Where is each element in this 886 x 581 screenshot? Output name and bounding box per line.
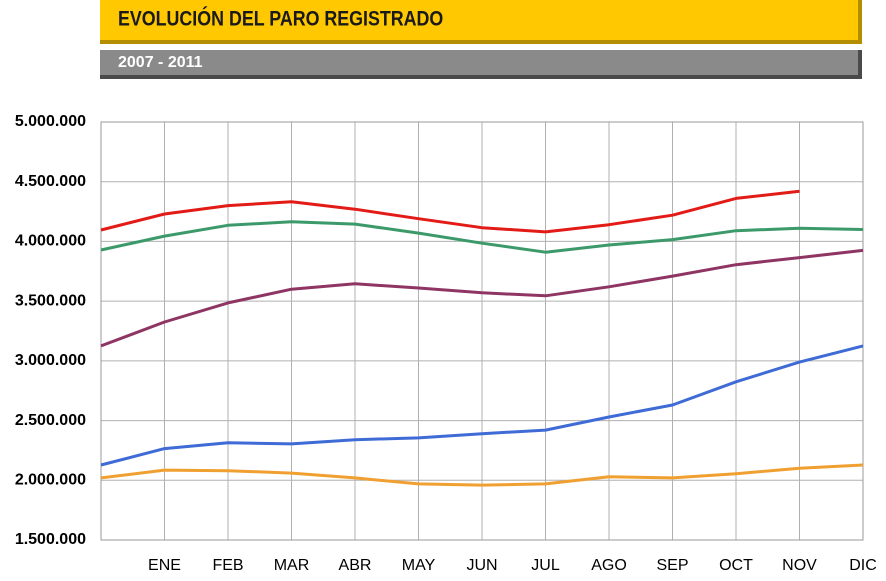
series-line (100, 344, 864, 467)
chart-title: EVOLUCIÓN DEL PARO REGISTRADO (118, 5, 443, 31)
series-line (100, 220, 864, 254)
x-tick-label: MAR (274, 557, 310, 574)
plot-border (100, 121, 864, 541)
y-tick-label: 2.500.000 (15, 412, 86, 429)
x-tick-label: SEP (656, 557, 688, 574)
x-tick-label: FEB (212, 557, 243, 574)
x-tick-label: JUN (466, 557, 497, 574)
title-banner (100, 0, 858, 40)
x-tick-label: ABR (339, 557, 372, 574)
y-tick-label: 4.500.000 (15, 173, 86, 190)
y-tick-label: 2.000.000 (15, 472, 86, 489)
y-tick-label: 3.000.000 (15, 352, 86, 369)
series-line (100, 189, 800, 234)
chart-subtitle: 2007 - 2011 (118, 54, 203, 71)
series-line (100, 463, 864, 487)
subtitle-banner (100, 50, 858, 75)
series-line (100, 248, 864, 348)
y-tick-label: 4.000.000 (15, 233, 86, 250)
x-tick-label: DIC (849, 557, 877, 574)
x-tick-label: MAY (402, 557, 436, 574)
y-tick-label: 1.500.000 (15, 531, 86, 548)
y-tick-label: 5.000.000 (15, 113, 86, 130)
x-tick-label: ENE (148, 557, 181, 574)
x-tick-label: NOV (782, 557, 817, 574)
y-tick-label: 3.500.000 (15, 292, 86, 309)
x-tick-label: OCT (719, 557, 753, 574)
x-tick-label: JUL (531, 557, 560, 574)
x-tick-label: AGO (591, 557, 627, 574)
